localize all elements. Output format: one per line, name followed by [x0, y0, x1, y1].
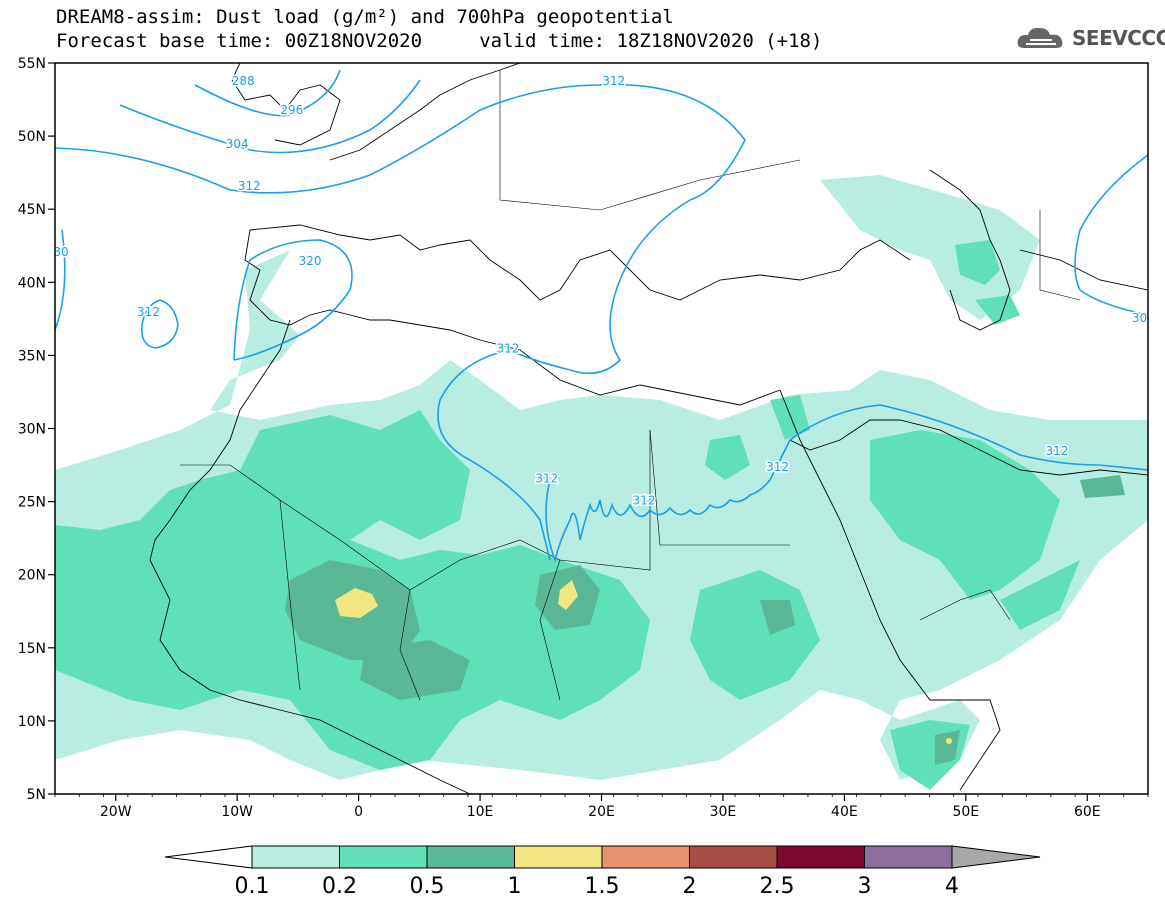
colorbar-label: 2.5: [760, 874, 795, 899]
contour-label: 320: [299, 254, 322, 268]
colorbar-label: 1: [508, 874, 522, 899]
colorbar-swatch: [601, 845, 690, 869]
dust-shade-0.2-oman: [1000, 560, 1080, 630]
dust-shade-0.5-sahel: [360, 640, 470, 700]
contour-label: 312: [497, 341, 520, 355]
lat-tick-label: 50N: [18, 129, 46, 145]
lat-axis: 55N 50N 45N 40N 35N 30N 25N 20N 15N 10N 5N: [18, 56, 55, 803]
colorbar-label: 0.1: [235, 874, 270, 899]
lat-tick-label: 40N: [18, 275, 46, 291]
lon-tick-label: 20W: [100, 804, 132, 820]
country-borders: [180, 70, 1081, 701]
lon-tick-label: 40E: [831, 804, 858, 820]
contour-label: 288: [232, 74, 255, 88]
dust-shade-0.5-sudan: [760, 600, 795, 635]
lat-tick-label: 5N: [27, 787, 46, 803]
contour-label: 312: [633, 494, 656, 508]
dust-shade-0.5-gulf: [1080, 475, 1125, 498]
contour-label: 312: [602, 74, 625, 88]
lat-tick-label: 10N: [18, 714, 46, 730]
colorbar: 0.1 0.2 0.5 1 1.5 2 2.5 3 4: [164, 845, 1041, 899]
colorbar-swatch: [776, 845, 865, 869]
dust-shade-1-somalia: [946, 738, 952, 744]
colorbar-under-triangle: [164, 845, 253, 869]
lon-tick-label: 20E: [588, 804, 615, 820]
colorbar-label: 1.5: [585, 874, 620, 899]
contour-label: 304: [226, 137, 249, 151]
lat-tick-label: 25N: [18, 495, 46, 511]
contour-label: 312: [535, 472, 558, 486]
colorbar-swatch: [339, 845, 428, 869]
dust-shade-0.2-caucasus: [975, 295, 1020, 325]
colorbar-over-triangle: [951, 845, 1041, 869]
dust-shade-0.2-egypt: [705, 435, 750, 480]
contour-label: 296: [280, 103, 303, 117]
dust-shade-0.2-arabia: [870, 430, 1060, 600]
cloud-logo-icon: [1017, 27, 1063, 48]
coastlines: [149, 63, 1148, 794]
contour-label: 312: [1045, 444, 1068, 458]
lat-tick-label: 45N: [18, 202, 46, 218]
lon-tick-label: 60E: [1074, 804, 1101, 820]
lon-tick-label: 10W: [221, 804, 253, 820]
colorbar-label: 2: [683, 874, 697, 899]
colorbar-label: 0.5: [410, 874, 445, 899]
contour-label: 30: [53, 245, 68, 259]
logo-text: SEEVCCC: [1072, 26, 1165, 50]
lon-tick-label: 30E: [710, 804, 737, 820]
colorbar-swatch: [514, 845, 603, 869]
chart-title-line-1: DREAM8-assim: Dust load (g/m²) and 700hP…: [56, 6, 674, 28]
colorbar-label: 4: [945, 874, 959, 899]
lat-tick-label: 30N: [18, 422, 46, 438]
colorbar-swatch: [689, 845, 778, 869]
lat-tick-label: 35N: [18, 348, 46, 364]
colorbar-label: 0.2: [322, 874, 357, 899]
contour-label: 312: [766, 460, 789, 474]
dust-shade-0.2-levant: [770, 395, 810, 440]
chart-title-line-2: Forecast base time: 00Z18NOV2020 valid t…: [56, 30, 823, 52]
lat-tick-label: 55N: [18, 56, 46, 72]
lat-tick-label: 15N: [18, 641, 46, 657]
geopotential-contours: [55, 69, 1148, 563]
dust-shade-1-chad: [558, 580, 578, 610]
contour-label: 30: [1132, 311, 1147, 325]
dust-shade-0.2-caspian: [955, 240, 1000, 285]
lon-tick-label: 50E: [952, 804, 979, 820]
colorbar-swatch: [251, 845, 340, 869]
contour-label: 312: [238, 179, 261, 193]
lat-tick-label: 20N: [18, 568, 46, 584]
lon-axis: 20W 10W 0 10E 20E 30E 40E 50E 60E: [54, 794, 1149, 820]
contour-label: 312: [137, 305, 160, 319]
colorbar-swatch: [426, 845, 515, 869]
logo: SEEVCCC: [1016, 24, 1165, 52]
colorbar-label: 3: [858, 874, 872, 899]
dust-shade-1: [335, 588, 378, 618]
contour-labels: 288 296 304 312 312 320 312 312 312 312 312 312 30 30: [52, 72, 1149, 509]
dust-shade-0.5-somalia: [935, 730, 960, 765]
dust-load-field: [55, 175, 1148, 790]
colorbar-swatch: [864, 845, 953, 869]
lon-tick-label: 10E: [467, 804, 494, 820]
lon-tick-label: 0: [354, 804, 363, 820]
